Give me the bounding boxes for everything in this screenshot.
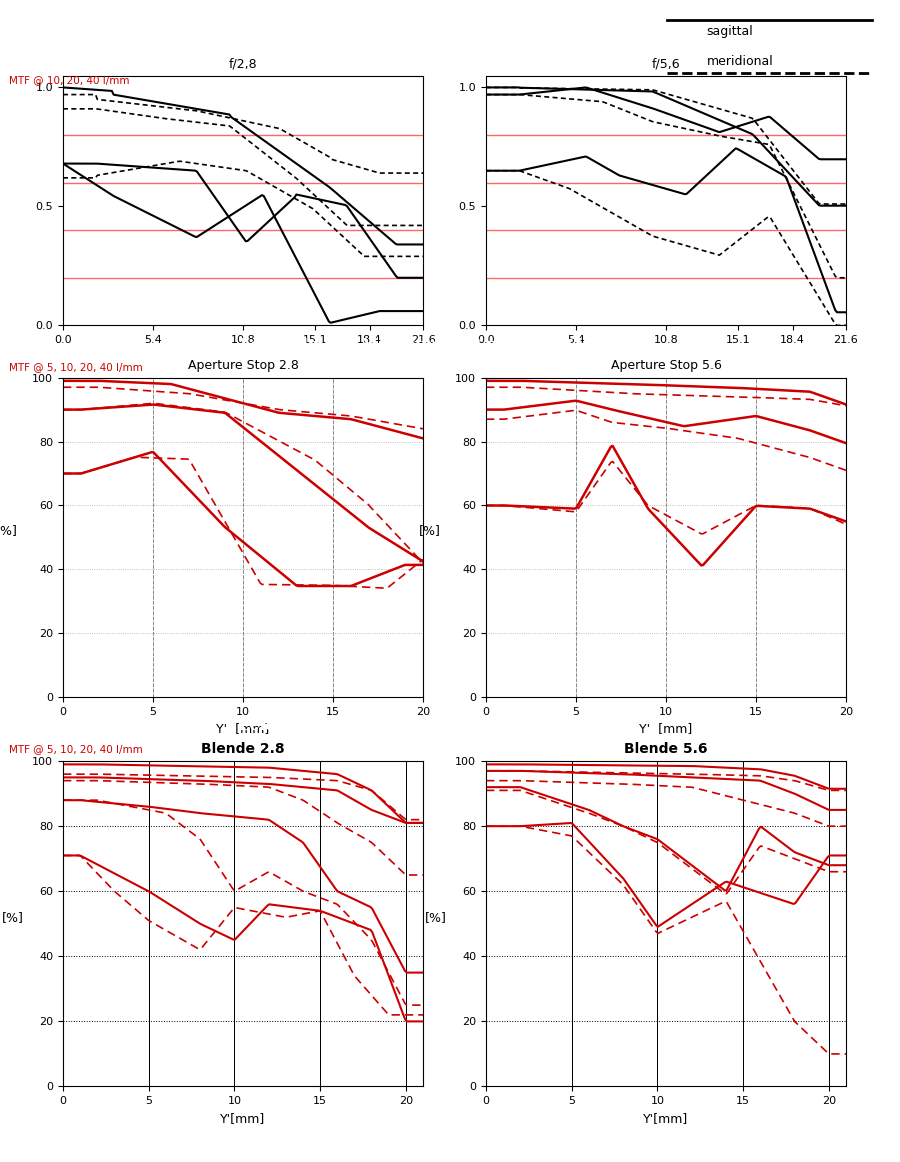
Title: Blende 2.8: Blende 2.8: [202, 741, 284, 755]
X-axis label: Y'[mm]: Y'[mm]: [220, 1112, 266, 1125]
Text: MTF @ 5, 10, 20, 40 l/mm: MTF @ 5, 10, 20, 40 l/mm: [9, 744, 143, 754]
Title: Aperture Stop 2.8: Aperture Stop 2.8: [187, 359, 299, 372]
X-axis label: Y'  [mm]: Y' [mm]: [639, 723, 693, 736]
Title: Blende 5.6: Blende 5.6: [625, 741, 707, 755]
Text: MTF @ 5, 10, 20, 40 l/mm: MTF @ 5, 10, 20, 40 l/mm: [9, 363, 143, 373]
Text: Leica Elmarit-M 28mm f/2,8 asph (actual): Leica Elmarit-M 28mm f/2,8 asph (actual): [239, 719, 598, 733]
Y-axis label: [%]: [%]: [419, 524, 441, 537]
Text: Leica Elmarit-M 28mm f/2,8 pre-asph (1993): Leica Elmarit-M 28mm f/2,8 pre-asph (199…: [240, 338, 624, 352]
Y-axis label: [%]: [%]: [425, 911, 446, 924]
Text: meridional: meridional: [706, 55, 773, 67]
Text: sagittal: sagittal: [706, 26, 753, 38]
X-axis label: Y'[mm]: Y'[mm]: [644, 1112, 688, 1125]
X-axis label: Y'  [mm]: Y' [mm]: [216, 723, 270, 736]
Text: MTF @ 10, 20, 40 l/mm: MTF @ 10, 20, 40 l/mm: [9, 76, 130, 86]
Title: Aperture Stop 5.6: Aperture Stop 5.6: [610, 359, 722, 372]
Y-axis label: [%]: [%]: [0, 524, 18, 537]
Title: f/5,6: f/5,6: [652, 57, 680, 70]
Y-axis label: [%]: [%]: [2, 911, 23, 924]
Title: f/2,8: f/2,8: [229, 57, 257, 70]
Text: Nikon Nikkor 28mm f/2,8 (1993): Nikon Nikkor 28mm f/2,8 (1993): [256, 40, 536, 53]
